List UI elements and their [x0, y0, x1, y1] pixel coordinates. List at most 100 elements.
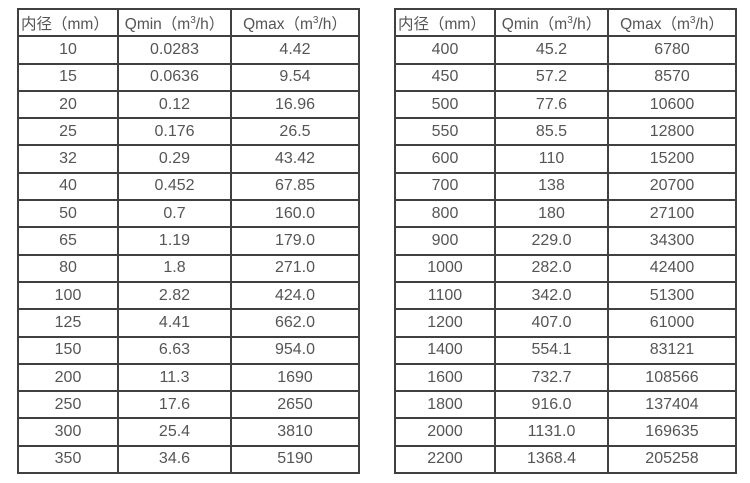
- table-row: 350 34.6 5190: [17, 444, 360, 475]
- data-cell: 600: [394, 144, 496, 174]
- table-row: 200 11.3 1690: [17, 362, 360, 393]
- data-cell: 550: [394, 117, 496, 147]
- data-cell: 700: [394, 171, 496, 202]
- data-cell: 20: [17, 89, 119, 120]
- data-cell: 1131.0: [494, 417, 609, 447]
- column-header: 内径（mm）: [394, 7, 496, 38]
- table-row: 700 138 20700: [394, 171, 737, 202]
- table-row: 450 57.2 8570: [394, 62, 737, 92]
- data-cell: 450: [394, 62, 496, 92]
- data-cell: 25: [17, 117, 119, 147]
- data-cell: 85.5: [494, 117, 609, 147]
- data-cell: 6.63: [117, 335, 232, 365]
- data-cell: 17.6: [117, 390, 232, 420]
- table-row: 125 4.41 662.0: [17, 308, 360, 338]
- data-cell: 77.6: [494, 89, 609, 120]
- table-row: 10 0.0283 4.42: [17, 35, 360, 65]
- data-cell: 350: [17, 444, 119, 475]
- table-row: 2200 1368.4 205258: [394, 444, 737, 475]
- data-cell: 229.0: [494, 226, 609, 256]
- column-header: Qmax（m3/h）: [230, 7, 360, 38]
- data-cell: 160.0: [230, 199, 360, 229]
- data-cell: 954.0: [230, 335, 360, 365]
- column-header: Qmin（m3/h）: [494, 7, 609, 38]
- data-cell: 9.54: [230, 62, 360, 92]
- data-cell: 2200: [394, 444, 496, 475]
- table-row: 250 17.6 2650: [17, 390, 360, 420]
- data-cell: 6780: [607, 35, 737, 65]
- data-cell: 0.176: [117, 117, 232, 147]
- data-cell: 27100: [607, 199, 737, 229]
- data-cell: 400: [394, 35, 496, 65]
- data-cell: 26.5: [230, 117, 360, 147]
- data-cell: 0.452: [117, 171, 232, 202]
- data-cell: 138: [494, 171, 609, 202]
- data-cell: 8570: [607, 62, 737, 92]
- data-cell: 61000: [607, 308, 737, 338]
- data-cell: 732.7: [494, 362, 609, 393]
- table-row: 65 1.19 179.0: [17, 226, 360, 256]
- data-cell: 424.0: [230, 280, 360, 311]
- data-cell: 0.0636: [117, 62, 232, 92]
- data-cell: 1000: [394, 253, 496, 283]
- data-cell: 800: [394, 199, 496, 229]
- data-cell: 25.4: [117, 417, 232, 447]
- data-cell: 40: [17, 171, 119, 202]
- data-cell: 1368.4: [494, 444, 609, 475]
- data-cell: 1.8: [117, 253, 232, 283]
- column-header: Qmax（m3/h）: [607, 7, 737, 38]
- data-cell: 5190: [230, 444, 360, 475]
- data-cell: 0.29: [117, 144, 232, 174]
- data-cell: 1200: [394, 308, 496, 338]
- table-row: 15 0.0636 9.54: [17, 62, 360, 92]
- data-cell: 916.0: [494, 390, 609, 420]
- data-cell: 271.0: [230, 253, 360, 283]
- data-cell: 51300: [607, 280, 737, 311]
- data-cell: 10600: [607, 89, 737, 120]
- data-cell: 12800: [607, 117, 737, 147]
- data-cell: 169635: [607, 417, 737, 447]
- data-cell: 34300: [607, 226, 737, 256]
- data-cell: 300: [17, 417, 119, 447]
- table-row: 2000 1131.0 169635: [394, 417, 737, 447]
- flow-range-table-small-diameters: 内径（mm） Qmin（m3/h） Qmax（m3/h） 10 0.0283 4.42 1…: [17, 7, 360, 475]
- data-cell: 2000: [394, 417, 496, 447]
- table-row: 550 85.5 12800: [394, 117, 737, 147]
- table-row: 400 45.2 6780: [394, 35, 737, 65]
- column-header: 内径（mm）: [17, 7, 119, 38]
- data-cell: 65: [17, 226, 119, 256]
- data-cell: 900: [394, 226, 496, 256]
- table-row: 1100 342.0 51300: [394, 280, 737, 311]
- data-cell: 1.19: [117, 226, 232, 256]
- data-cell: 45.2: [494, 35, 609, 65]
- data-cell: 2.82: [117, 280, 232, 311]
- data-cell: 2650: [230, 390, 360, 420]
- data-cell: 342.0: [494, 280, 609, 311]
- data-cell: 57.2: [494, 62, 609, 92]
- data-cell: 662.0: [230, 308, 360, 338]
- data-cell: 1600: [394, 362, 496, 393]
- table-row: 1400 554.1 83121: [394, 335, 737, 365]
- table-row: 1600 732.7 108566: [394, 362, 737, 393]
- header-row: 内径（mm） Qmin（m3/h） Qmax（m3/h）: [17, 7, 360, 38]
- data-cell: 3810: [230, 417, 360, 447]
- data-cell: 180: [494, 199, 609, 229]
- table-row: 40 0.452 67.85: [17, 171, 360, 202]
- table-row: 50 0.7 160.0: [17, 199, 360, 229]
- table-row: 300 25.4 3810: [17, 417, 360, 447]
- data-cell: 125: [17, 308, 119, 338]
- data-cell: 42400: [607, 253, 737, 283]
- table-row: 900 229.0 34300: [394, 226, 737, 256]
- column-header: Qmin（m3/h）: [117, 7, 232, 38]
- table-row: 150 6.63 954.0: [17, 335, 360, 365]
- flow-range-table-large-diameters: 内径（mm） Qmin（m3/h） Qmax（m3/h） 400 45.2 6780 45…: [394, 7, 737, 475]
- data-cell: 67.85: [230, 171, 360, 202]
- data-cell: 32: [17, 144, 119, 174]
- data-cell: 200: [17, 362, 119, 393]
- data-cell: 179.0: [230, 226, 360, 256]
- data-cell: 83121: [607, 335, 737, 365]
- data-cell: 80: [17, 253, 119, 283]
- table-row: 100 2.82 424.0: [17, 280, 360, 311]
- table-row: 1200 407.0 61000: [394, 308, 737, 338]
- data-cell: 137404: [607, 390, 737, 420]
